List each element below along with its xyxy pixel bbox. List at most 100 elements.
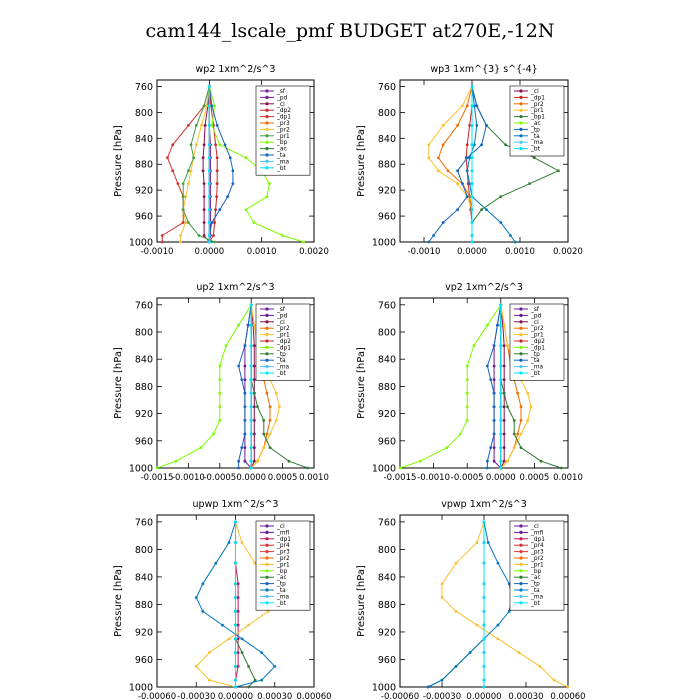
data-point xyxy=(454,609,458,613)
data-point xyxy=(215,156,219,160)
legend-label: _ac xyxy=(530,575,541,581)
data-point xyxy=(274,419,278,422)
data-point xyxy=(207,240,211,244)
data-point xyxy=(473,104,476,108)
series-line-pr1 xyxy=(441,521,569,688)
series-line-cl xyxy=(250,304,255,469)
data-point xyxy=(504,143,507,147)
series-line-dp1 xyxy=(399,304,502,469)
y-tick-label: 920 xyxy=(135,186,153,197)
data-point xyxy=(202,104,206,108)
data-point xyxy=(427,143,431,147)
data-point xyxy=(240,651,244,654)
x-tick-label: 0.00030 xyxy=(257,692,292,700)
legend-marker xyxy=(519,537,523,541)
data-point xyxy=(243,405,247,409)
legend-marker xyxy=(519,333,523,337)
data-point xyxy=(485,466,489,470)
data-point xyxy=(470,208,474,212)
data-point xyxy=(496,561,500,565)
data-point xyxy=(445,446,449,449)
legend-label: _ma xyxy=(530,140,544,146)
legend-marker xyxy=(265,365,269,369)
data-point xyxy=(236,609,240,613)
legend-label: _ta xyxy=(530,588,540,594)
legend-label: _pr3 xyxy=(530,550,544,556)
legend-marker xyxy=(265,140,269,144)
legend xyxy=(255,520,311,611)
plot-frame xyxy=(399,79,569,243)
legend-label: _dp1 xyxy=(276,115,291,121)
data-point xyxy=(454,561,458,565)
legend-marker xyxy=(265,594,269,599)
data-point xyxy=(243,459,247,463)
legend-marker xyxy=(519,601,523,605)
data-point xyxy=(194,596,198,599)
series-line-ac xyxy=(427,521,485,688)
legend-label: _mfl xyxy=(530,530,544,536)
data-point xyxy=(499,466,503,470)
data-point xyxy=(426,685,430,689)
data-point xyxy=(228,156,232,160)
x-tick-label: 0.00000 xyxy=(218,692,253,700)
series-line-tp xyxy=(428,86,487,243)
legend-label: _bt xyxy=(530,371,541,377)
data-point xyxy=(215,182,219,186)
data-point xyxy=(480,143,483,147)
legend-marker xyxy=(265,307,269,311)
series-line-ta xyxy=(195,521,276,688)
legend-label: _bp xyxy=(530,569,542,575)
data-point xyxy=(260,678,264,682)
data-point xyxy=(243,391,247,395)
data-point xyxy=(207,169,211,173)
legend-marker xyxy=(519,307,523,311)
legend-marker xyxy=(265,115,269,119)
legend-label: _pr2 xyxy=(276,556,290,562)
data-point xyxy=(189,143,193,147)
data-point xyxy=(192,156,196,160)
data-point xyxy=(243,446,247,449)
legend-marker xyxy=(265,333,269,337)
data-point xyxy=(470,169,474,173)
data-point xyxy=(437,156,440,160)
data-point xyxy=(240,446,244,449)
data-point xyxy=(499,195,503,199)
legend-label: _dp1 xyxy=(276,537,291,543)
chart-panel-5: upwp 1xm^2/s^3 Pressure [hPa] 760 800 840 880… xyxy=(113,499,332,700)
data-point xyxy=(252,378,256,381)
legend-marker xyxy=(519,352,523,356)
x-tick-label: -0.0015 xyxy=(141,473,174,483)
data-point xyxy=(212,234,215,237)
data-point xyxy=(485,459,489,463)
data-point xyxy=(214,208,218,212)
legend-label: _ta xyxy=(276,153,286,159)
data-point xyxy=(513,240,517,244)
legend-label: _tp xyxy=(530,127,540,133)
data-point xyxy=(475,104,479,108)
legend-label: _pr4 xyxy=(530,543,544,549)
data-point xyxy=(468,182,471,186)
data-point xyxy=(244,208,248,212)
legend-label: _ma xyxy=(276,365,290,371)
data-point xyxy=(202,182,206,186)
data-point xyxy=(234,541,237,544)
data-point xyxy=(240,637,244,641)
legend-marker xyxy=(265,550,269,554)
data-point xyxy=(218,364,222,368)
series-line-ta xyxy=(238,304,252,468)
y-tick-label: 880 xyxy=(378,382,396,393)
data-point xyxy=(252,364,256,368)
y-tick-label: 1000 xyxy=(129,683,153,694)
data-point xyxy=(519,446,523,449)
x-tick-label: -0.0010 xyxy=(141,247,174,257)
y-tick-label: 800 xyxy=(378,545,396,556)
legend-marker xyxy=(265,345,269,349)
data-point xyxy=(207,651,211,654)
data-point xyxy=(454,664,458,668)
data-point xyxy=(268,419,272,422)
data-point xyxy=(502,391,506,395)
data-point xyxy=(516,391,519,395)
data-point xyxy=(526,391,530,395)
data-point xyxy=(482,637,486,641)
legend-marker xyxy=(519,550,523,554)
